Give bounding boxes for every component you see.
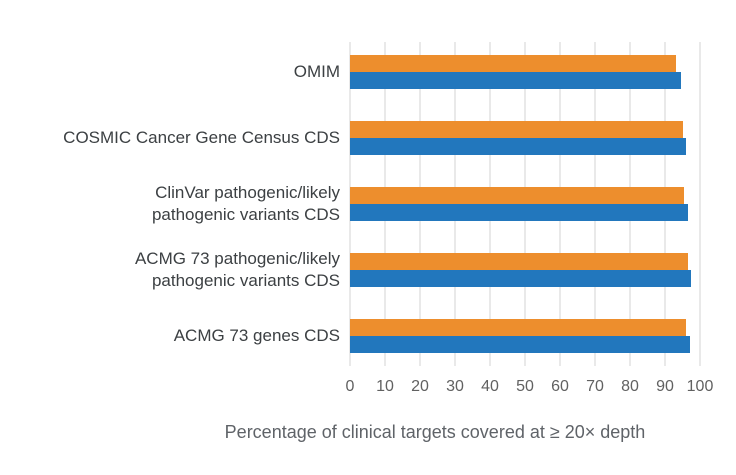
- bar-blue-2: [350, 138, 686, 155]
- x-tick-label-30: 30: [446, 378, 464, 395]
- x-tick-label-10: 10: [376, 378, 394, 395]
- x-tick-label-40: 40: [481, 378, 499, 395]
- category-label-4: ACMG 73 pathogenic/likely pathogenic vari…: [134, 249, 340, 290]
- category-label-1: OMIM: [293, 62, 340, 81]
- x-tick-label-20: 20: [411, 378, 429, 395]
- x-tick-label-70: 70: [586, 378, 604, 395]
- bar-blue-3: [350, 204, 688, 221]
- x-axis-title: Percentage of clinical targets covered a…: [224, 422, 646, 442]
- x-axis-tick-row: 0 10 20 30 40 50 60 70 80 90 100: [346, 377, 714, 397]
- bar-blue-5: [350, 336, 690, 353]
- bar-blue-4: [350, 270, 692, 287]
- plot-area: [349, 42, 701, 366]
- x-tick-label-0: 0: [345, 378, 355, 395]
- x-tick-label-50: 50: [516, 378, 534, 395]
- gridline-x-100: [699, 42, 701, 366]
- x-tick-label-60: 60: [551, 378, 569, 395]
- bar-orange-4: [350, 253, 688, 270]
- category-label-5: ACMG 73 genes CDS: [173, 326, 340, 345]
- x-tick-label-100: 100: [686, 378, 714, 395]
- category-label-2: COSMIC Cancer Gene Census CDS: [63, 128, 340, 147]
- category-labels-container: OMIM COSMIC Cancer Gene Census CDS ClinVar…: [0, 42, 340, 366]
- x-tick-label-80: 80: [621, 378, 639, 395]
- bar-orange-1: [350, 55, 676, 72]
- bar-orange-2: [350, 121, 683, 138]
- x-tick-label-90: 90: [656, 378, 674, 395]
- bar-blue-1: [350, 72, 681, 89]
- category-label-3: ClinVar pathogenic/likely pathogenic vari…: [151, 183, 340, 224]
- bar-orange-3: [350, 187, 685, 204]
- bar-orange-5: [350, 319, 686, 336]
